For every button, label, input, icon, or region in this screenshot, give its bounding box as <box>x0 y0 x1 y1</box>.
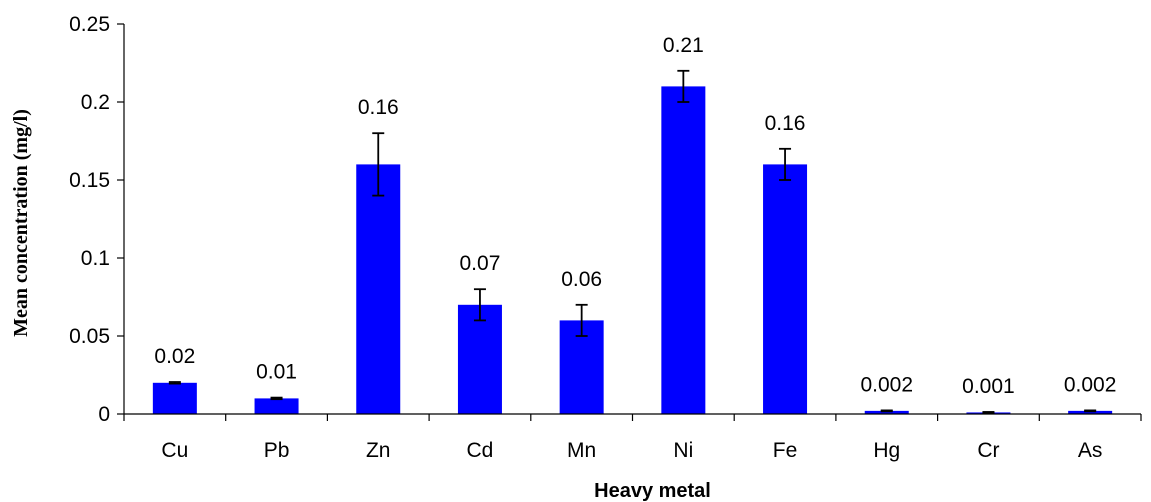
x-tick-label: Hg <box>873 439 900 462</box>
x-axis-title: Heavy metal <box>594 480 711 502</box>
error-bar-mn <box>575 303 588 337</box>
error-bar-cr <box>982 411 995 414</box>
bar-as <box>1068 410 1113 414</box>
x-tick-label: Fe <box>773 439 798 462</box>
data-label-as: 0.002 <box>1064 373 1117 396</box>
data-label-mn: 0.06 <box>561 268 602 291</box>
data-label-zn: 0.16 <box>358 96 399 119</box>
x-tick-label: Cd <box>467 439 494 462</box>
data-label-pb: 0.01 <box>256 361 297 384</box>
data-label-cd: 0.07 <box>460 252 501 275</box>
data-label-cu: 0.02 <box>154 345 195 368</box>
error-bar-cd <box>473 288 486 322</box>
data-label-cr: 0.001 <box>962 375 1015 398</box>
x-tick-label: Cr <box>977 439 999 462</box>
data-label-fe: 0.16 <box>765 112 806 135</box>
error-bar-hg <box>880 409 893 413</box>
y-tick-label: 0 <box>98 403 110 426</box>
error-bars-layer <box>168 69 1097 414</box>
bar-cd <box>457 304 502 414</box>
error-bar-cu <box>168 381 181 385</box>
x-tick-label: Mn <box>567 439 596 462</box>
x-ticks-layer: Cu Pb Zn Cd Mn Ni Fe Hg Cr As <box>123 414 1142 462</box>
bar-fe <box>763 164 808 414</box>
x-tick-label: Ni <box>673 439 693 462</box>
bar-ni <box>661 86 706 415</box>
error-bar-pb <box>270 396 283 401</box>
bar-zn <box>356 164 401 414</box>
x-tick-label: As <box>1078 439 1103 462</box>
x-tick-label: Cu <box>161 439 188 462</box>
bars-layer <box>152 86 1113 415</box>
x-tick-label: Zn <box>366 439 391 462</box>
y-tick-label: 0.2 <box>81 91 110 114</box>
y-tick-label: 0.05 <box>69 325 110 348</box>
y-tick-label: 0.15 <box>69 169 110 192</box>
y-axis-title: Mean concentration (mg/l) <box>10 109 32 337</box>
bar-pb <box>254 398 299 414</box>
error-bar-ni <box>677 69 690 103</box>
y-tick-label: 0.1 <box>81 247 110 270</box>
data-labels-layer: 0.02 0.01 0.16 0.07 0.06 0.21 0.16 0.002 0.001 0.… <box>154 34 1116 398</box>
error-bar-as <box>1084 409 1097 413</box>
bar-cu <box>152 382 197 414</box>
error-bar-zn <box>372 132 385 197</box>
bar-hg <box>864 410 909 414</box>
data-label-ni: 0.21 <box>663 34 704 57</box>
y-ticks-layer: 0 0.05 0.1 0.15 0.2 0.25 <box>69 13 124 426</box>
x-tick-label: Pb <box>264 439 290 462</box>
y-tick-label: 0.25 <box>69 13 110 36</box>
data-label-hg: 0.002 <box>860 373 913 396</box>
error-bar-fe <box>779 147 792 181</box>
